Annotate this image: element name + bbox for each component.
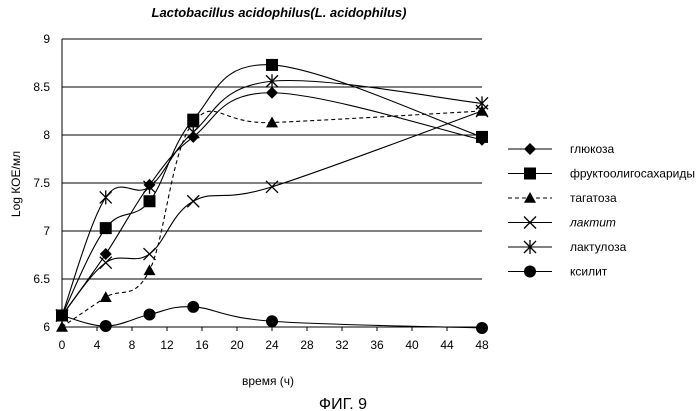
- triangle-marker: [100, 291, 112, 302]
- x-tick-label: 40: [405, 338, 419, 352]
- legend-marker: [524, 192, 536, 203]
- x-tick-label: 20: [230, 338, 244, 352]
- legend-item: лактит: [508, 216, 616, 230]
- legend-marker: [524, 143, 536, 155]
- data-point: [187, 125, 199, 139]
- y-tick-label: 6: [43, 320, 50, 334]
- series-line: [62, 111, 482, 315]
- axes: 66.577.588.5904812162024283236404448: [33, 32, 489, 352]
- y-tick-label: 8: [43, 128, 50, 142]
- y-tick-label: 7.5: [33, 176, 50, 190]
- data-point: [100, 222, 112, 234]
- legend-item: тагатоза: [508, 191, 617, 205]
- legend-label: глюкоза: [570, 142, 615, 156]
- circle-marker: [144, 309, 156, 321]
- square-marker: [266, 59, 278, 71]
- legend-marker: [524, 168, 536, 180]
- legend: глюкоза фруктоолигосахариды тагатоза лактит…: [508, 142, 695, 279]
- x-tick-label: 24: [265, 338, 279, 352]
- x-tick-label: 44: [440, 338, 454, 352]
- y-axis-label: Log КОЕ/мл: [9, 151, 23, 217]
- triangle-marker: [524, 192, 536, 203]
- triangle-marker: [144, 264, 156, 275]
- triangle-marker: [56, 321, 68, 332]
- x-tick-label: 36: [370, 338, 384, 352]
- x-axis-label: время (ч): [242, 374, 294, 388]
- legend-item: ксилит: [508, 265, 608, 279]
- data-point: [266, 87, 278, 99]
- x-tick-label: 48: [475, 338, 489, 352]
- circle-marker: [187, 301, 199, 313]
- x-tick-label: 32: [335, 338, 349, 352]
- x-tick-label: 16: [195, 338, 209, 352]
- circle-marker: [524, 266, 536, 278]
- y-tick-label: 6.5: [33, 272, 50, 286]
- data-point: [100, 190, 112, 204]
- series-triangle: [56, 105, 488, 332]
- series-line: [62, 111, 482, 327]
- x-tick-label: 28: [300, 338, 314, 352]
- series-line: [62, 65, 482, 316]
- data-point: [144, 264, 156, 275]
- square-marker: [476, 131, 488, 143]
- circle-marker: [476, 322, 488, 334]
- legend-marker: [524, 266, 536, 278]
- data-point: [187, 195, 199, 207]
- data-point: [56, 309, 68, 321]
- x-tick-label: 0: [59, 338, 66, 352]
- circle-marker: [100, 320, 112, 332]
- circle-marker: [266, 315, 278, 327]
- y-tick-label: 8.5: [33, 80, 50, 94]
- data-point: [144, 180, 156, 194]
- data-point: [476, 131, 488, 143]
- data-point: [100, 291, 112, 302]
- x-tick-label: 12: [160, 338, 174, 352]
- legend-label: ксилит: [570, 265, 608, 279]
- data-point: [100, 320, 112, 332]
- square-marker: [100, 222, 112, 234]
- data-point: [144, 248, 156, 260]
- data-point: [187, 301, 199, 313]
- legend-label: лактит: [569, 216, 616, 230]
- diamond-marker: [524, 143, 536, 155]
- diamond-marker: [266, 87, 278, 99]
- legend-label: фруктоолигосахариды: [570, 167, 695, 181]
- data-point: [144, 309, 156, 321]
- series-layer: [56, 59, 488, 334]
- square-marker: [144, 195, 156, 207]
- series-x: [56, 105, 488, 321]
- legend-item: лактулоза: [508, 240, 627, 254]
- data-point: [476, 322, 488, 334]
- legend-item: глюкоза: [508, 142, 615, 156]
- y-tick-label: 9: [43, 32, 50, 46]
- y-tick-label: 7: [43, 224, 50, 238]
- square-marker: [524, 168, 536, 180]
- figure-caption: ФИГ. 9: [319, 396, 367, 411]
- data-point: [266, 59, 278, 71]
- legend-label: лактулоза: [570, 240, 627, 254]
- circle-marker: [56, 309, 68, 321]
- legend-item: фруктоолигосахариды: [508, 167, 695, 181]
- chart-title: Lactobacillus acidophilus(L. acidophilus…: [152, 5, 407, 20]
- x-tick-label: 8: [129, 338, 136, 352]
- data-point: [56, 321, 68, 332]
- legend-label: тагатоза: [570, 191, 617, 205]
- series-asterisk: [56, 74, 488, 322]
- series-line: [62, 80, 482, 315]
- chart: Lactobacillus acidophilus(L. acidophilus…: [0, 0, 699, 411]
- data-point: [266, 315, 278, 327]
- x-tick-label: 4: [94, 338, 101, 352]
- data-point: [144, 195, 156, 207]
